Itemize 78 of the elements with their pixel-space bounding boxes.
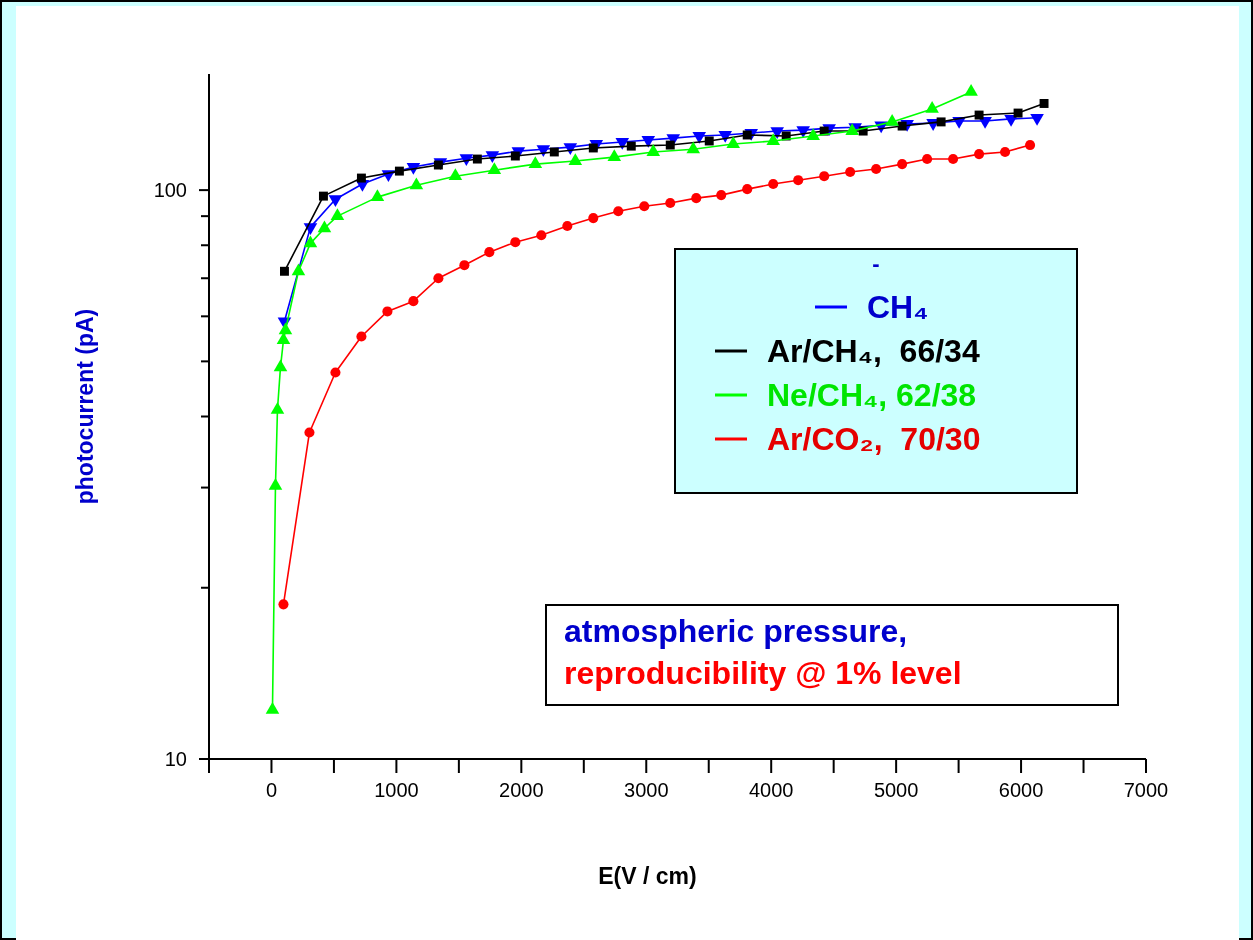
point (639, 201, 650, 212)
point (408, 296, 419, 307)
point (265, 702, 280, 714)
point (484, 247, 495, 258)
point (278, 322, 293, 335)
point (897, 121, 907, 131)
point (1039, 99, 1049, 108)
point (716, 190, 727, 201)
point (704, 136, 714, 146)
point (562, 220, 573, 231)
point (472, 154, 482, 164)
legend-label: Ne/CH₄, 62/38 (767, 377, 977, 414)
x-tick-label: 3000 (624, 779, 669, 801)
point (382, 306, 393, 317)
point (276, 332, 291, 344)
point (936, 117, 946, 127)
point (1000, 146, 1011, 157)
legend-label: CH₄ (867, 289, 929, 326)
point (948, 154, 959, 165)
point (270, 401, 285, 414)
point (588, 213, 599, 224)
point (459, 260, 470, 271)
point (304, 427, 315, 438)
annotation: atmospheric pressure, (564, 613, 908, 649)
point (356, 331, 367, 342)
point (626, 141, 636, 151)
point (1013, 108, 1023, 118)
point (871, 164, 882, 175)
legend-title: - (872, 251, 880, 276)
point (665, 140, 675, 150)
point (1025, 140, 1036, 151)
point (433, 273, 444, 284)
point (845, 166, 856, 178)
point (510, 237, 521, 248)
point (549, 147, 559, 157)
point (641, 136, 656, 148)
y-axis-title: photocurrent (pA) (72, 308, 98, 505)
x-tick-label: 5000 (873, 779, 919, 801)
point (742, 130, 752, 140)
point (328, 195, 343, 208)
point (793, 175, 804, 186)
point (615, 138, 630, 150)
x-tick-label: 6000 (998, 779, 1044, 801)
point (1030, 113, 1044, 126)
annotation: reproducibility @ 1% level (564, 655, 962, 691)
legend-label: Ar/CO₂, 70/30 (767, 421, 981, 458)
point (330, 367, 341, 378)
point (273, 359, 288, 372)
point (974, 110, 984, 120)
x-tick-label: 4000 (748, 779, 794, 801)
point (770, 127, 784, 139)
x-axis-title: E(V / cm) (598, 863, 697, 889)
point (279, 266, 289, 276)
y-tick-label: 10 (164, 748, 187, 770)
x-tick-label: 7000 (1123, 779, 1169, 801)
point (510, 151, 520, 161)
point (613, 206, 624, 217)
point (536, 230, 547, 241)
point (692, 132, 707, 144)
point (897, 159, 908, 170)
point (588, 143, 598, 153)
point (665, 198, 676, 209)
point (691, 193, 702, 204)
point (356, 173, 366, 183)
point (922, 154, 933, 165)
point (742, 184, 753, 195)
x-tick-label: 2000 (499, 779, 544, 801)
point (291, 263, 306, 276)
x-tick-label: 0 (265, 779, 278, 801)
point (768, 178, 779, 190)
point (974, 149, 985, 160)
y-tick-label: 100 (153, 179, 187, 202)
point (394, 166, 404, 176)
point (819, 171, 830, 182)
x-tick-label: 1000 (374, 779, 419, 801)
legend-label: Ar/CH₄, 66/34 (767, 333, 980, 370)
point (268, 478, 283, 490)
point (318, 191, 328, 201)
